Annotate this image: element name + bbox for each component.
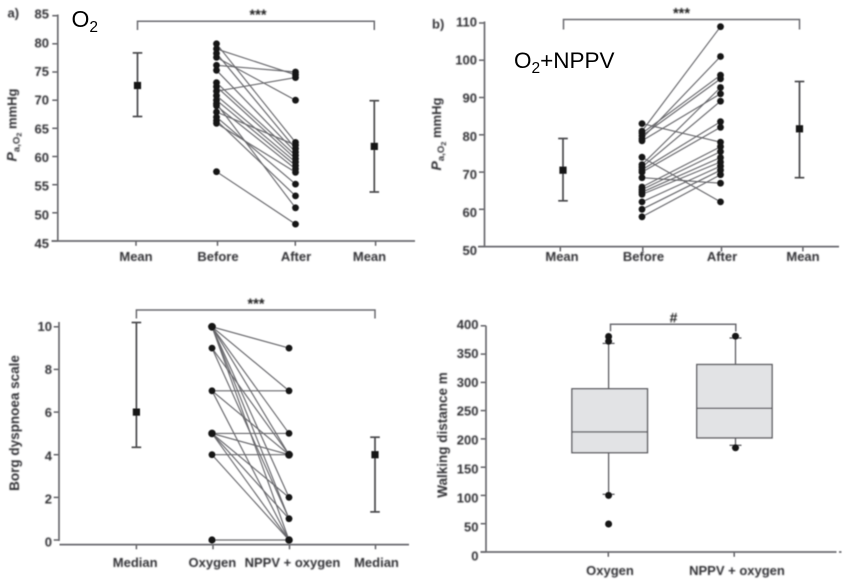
svg-text:Pa,O2 mmHg: Pa,O2 mmHg [4,88,24,161]
svg-text:90: 90 [463,91,477,106]
svg-text:***: *** [673,6,690,22]
svg-text:Mean: Mean [119,249,152,264]
svg-text:100: 100 [455,53,477,68]
svg-text:70: 70 [35,93,49,108]
svg-text:a): a) [8,6,20,21]
svg-text:8: 8 [45,362,52,377]
svg-text:2: 2 [45,491,52,506]
svg-text:NPPV + oxygen: NPPV + oxygen [689,563,785,578]
svg-text:Oxygen: Oxygen [586,563,634,578]
svg-text:***: *** [248,297,265,313]
svg-text:After: After [281,249,311,264]
svg-text:Pa,O2 mmHg: Pa,O2 mmHg [428,97,448,170]
svg-text:60: 60 [463,205,477,220]
svg-text:400: 400 [457,317,479,332]
svg-text:0: 0 [471,548,478,563]
svg-text:Before: Before [623,249,664,264]
svg-text:80: 80 [463,129,477,144]
svg-text:80: 80 [35,35,49,50]
svg-text:45: 45 [35,236,49,251]
svg-text:60: 60 [35,150,49,165]
svg-text:4: 4 [45,448,53,463]
svg-text:70: 70 [463,167,477,182]
svg-text:***: *** [250,8,267,24]
svg-text:85: 85 [35,7,49,22]
svg-text:200: 200 [457,433,479,448]
svg-text:Mean: Mean [786,249,819,264]
svg-text:0: 0 [45,535,52,550]
svg-text:Median: Median [354,555,399,570]
svg-text:6: 6 [45,405,52,420]
svg-text:After: After [707,249,737,264]
svg-text:NPPV + oxygen: NPPV + oxygen [245,555,341,570]
svg-text:100: 100 [457,491,479,506]
svg-text:110: 110 [456,15,477,30]
svg-text:Mean: Mean [545,249,578,264]
svg-text:Mean: Mean [353,249,386,264]
svg-text:b): b) [432,17,444,32]
svg-text:#: # [670,310,678,326]
svg-text:Oxygen: Oxygen [189,555,237,570]
svg-text:50: 50 [463,243,477,258]
svg-text:Walking distance m: Walking distance m [435,372,450,498]
svg-text:250: 250 [457,404,479,419]
svg-text:Before: Before [197,249,238,264]
svg-text:65: 65 [35,121,49,136]
svg-text:50: 50 [35,207,49,222]
svg-text:55: 55 [35,179,49,194]
svg-text:Borg dyspnoea scale: Borg dyspnoea scale [7,355,22,491]
svg-text:300: 300 [457,375,479,390]
svg-text:350: 350 [457,346,479,361]
svg-text:10: 10 [38,319,52,334]
svg-text:75: 75 [35,64,49,79]
svg-text:Median: Median [113,555,158,570]
svg-text:O2+NPPV: O2+NPPV [514,48,615,77]
svg-text:50: 50 [464,520,478,535]
svg-text:O2: O2 [72,6,99,36]
svg-text:150: 150 [457,462,479,477]
